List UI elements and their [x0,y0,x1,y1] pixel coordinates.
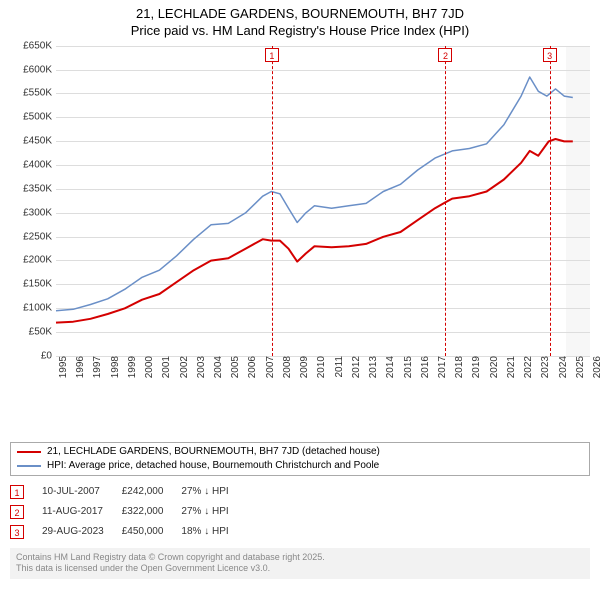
sales-table: 1 10-JUL-2007£242,00027% ↓ HPI 2 11-AUG-201… [10,482,247,542]
x-axis-label: 2001 [159,356,172,378]
series-line [56,139,573,323]
legend-swatch [17,465,41,467]
x-axis-label: 1998 [108,356,121,378]
y-axis-label: £350K [23,183,56,194]
y-axis-label: £100K [23,303,56,314]
y-axis-label: £150K [23,279,56,290]
chart: £0 £50K £100K £150K £200K £250K £300K £350K £400… [10,46,590,398]
y-axis-label: £300K [23,207,56,218]
y-axis-label: £650K [23,40,56,51]
y-axis-label: £250K [23,231,56,242]
sale-delta: 27% ↓ HPI [181,502,246,522]
x-axis-label: 2018 [452,356,465,378]
chart-subtitle: Price paid vs. HM Land Registry's House … [10,23,590,40]
x-axis-label: 2023 [538,356,551,378]
plot-area: £0£50K£100K£150K£200K£250K£300K£350K£400… [56,46,590,356]
x-axis-label: 2020 [487,356,500,378]
x-axis-label: 1999 [125,356,138,378]
y-axis-label: £600K [23,64,56,75]
y-axis-label: £50K [29,326,56,337]
sale-delta: 27% ↓ HPI [181,482,246,502]
legend-label: 21, LECHLADE GARDENS, BOURNEMOUTH, BH7 7… [47,445,380,459]
x-axis-label: 2008 [280,356,293,378]
x-axis-label: 2016 [418,356,431,378]
x-axis-label: 2006 [245,356,258,378]
y-axis-label: £200K [23,255,56,266]
x-axis-label: 2026 [590,356,600,378]
x-axis-label: 2007 [263,356,276,378]
x-axis-label: 2004 [211,356,224,378]
table-row: 3 29-AUG-2023£450,00018% ↓ HPI [10,522,247,542]
sale-date: 10-JUL-2007 [42,482,122,502]
sale-marker: 1 [10,485,24,499]
x-axis-label: 2000 [142,356,155,378]
marker-box: 2 [438,48,452,62]
y-axis-label: £0 [41,350,56,361]
x-axis-label: 2002 [177,356,190,378]
sale-price: £242,000 [122,482,182,502]
x-axis-label: 2011 [332,356,345,378]
x-axis-label: 2003 [194,356,207,378]
table-row: 1 10-JUL-2007£242,00027% ↓ HPI [10,482,247,502]
chart-title: 21, LECHLADE GARDENS, BOURNEMOUTH, BH7 7… [10,6,590,23]
sale-marker: 2 [10,505,24,519]
sale-marker: 3 [10,525,24,539]
x-axis-label: 2014 [383,356,396,378]
y-axis-label: £450K [23,136,56,147]
y-axis-label: £500K [23,112,56,123]
x-axis-label: 1997 [90,356,103,378]
legend-label: HPI: Average price, detached house, Bour… [47,459,379,473]
x-axis-label: 2024 [556,356,569,378]
x-axis-label: 2009 [297,356,310,378]
x-axis-label: 2010 [314,356,327,378]
x-axis-label: 2017 [435,356,448,378]
sale-date: 29-AUG-2023 [42,522,122,542]
x-axis-label: 1996 [73,356,86,378]
series-svg [56,46,590,356]
marker-line [445,46,446,356]
x-axis-label: 2021 [504,356,517,378]
x-axis-label: 2019 [469,356,482,378]
sale-price: £322,000 [122,502,182,522]
footer-line: Contains HM Land Registry data © Crown c… [16,552,584,564]
x-axis-label: 2013 [366,356,379,378]
table-row: 2 11-AUG-2017£322,00027% ↓ HPI [10,502,247,522]
legend-swatch [17,451,41,453]
x-axis-label: 2012 [349,356,362,378]
y-axis-label: £550K [23,88,56,99]
sale-date: 11-AUG-2017 [42,502,122,522]
legend-item: 21, LECHLADE GARDENS, BOURNEMOUTH, BH7 7… [17,445,583,459]
footer: Contains HM Land Registry data © Crown c… [10,548,590,579]
x-axis-label: 2015 [401,356,414,378]
sale-delta: 18% ↓ HPI [181,522,246,542]
marker-box: 1 [265,48,279,62]
x-axis-label: 2005 [228,356,241,378]
marker-box: 3 [543,48,557,62]
x-axis-label: 2022 [521,356,534,378]
legend-item: HPI: Average price, detached house, Bour… [17,459,583,473]
footer-line: This data is licensed under the Open Gov… [16,563,584,575]
marker-line [550,46,551,356]
legend: 21, LECHLADE GARDENS, BOURNEMOUTH, BH7 7… [10,442,590,476]
y-axis-label: £400K [23,160,56,171]
marker-line [272,46,273,356]
series-line [56,77,573,311]
sale-price: £450,000 [122,522,182,542]
x-axis-label: 1995 [56,356,69,378]
x-axis-label: 2025 [573,356,586,378]
